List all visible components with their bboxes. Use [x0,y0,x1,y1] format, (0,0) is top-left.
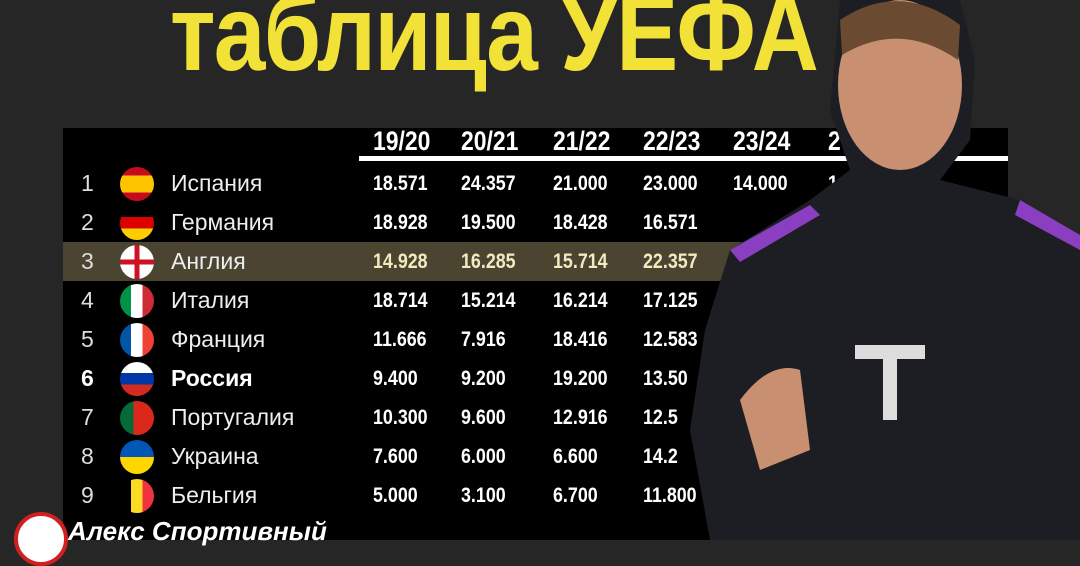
coefficient-value: 15.714 [553,250,608,273]
flag-england-icon [120,245,154,279]
country-name: Германия [171,209,275,235]
season-header-cell: 2 [828,126,841,156]
rank: 5 [81,326,94,352]
coefficient-value: 18.714 [373,289,428,312]
player-photo [690,0,1080,540]
flag-portugal-icon [120,401,154,435]
coefficient-value: 17.125 [643,289,698,312]
coefficient-value: 15.214 [461,289,516,312]
page-title: таблица УЕФА [170,0,819,93]
season-header-cell: 23/24 [733,126,791,156]
coefficient-value: 13.50 [643,367,688,390]
season-header-cell: 22/23 [643,126,701,156]
rank: 3 [81,248,94,274]
country-name: Россия [171,365,253,391]
flag-germany-icon [120,206,154,240]
coefficient-value: 12.916 [553,406,608,429]
coefficient-value: 14.928 [373,250,428,273]
flag-italy-icon [120,284,154,318]
coefficient-value: 23.000 [643,172,698,195]
flag-russia-icon [120,362,154,396]
rank: 9 [81,482,94,508]
coefficient-value: 16.214 [553,289,608,312]
coefficient-value: 12.583 [643,328,698,351]
coefficient-value: 18.416 [553,328,608,351]
coefficient-value: 6.600 [553,445,598,468]
country-name: Италия [171,287,250,313]
coefficient-value: 19.200 [553,367,608,390]
rank: 8 [81,443,94,469]
country-name: Франция [171,326,266,352]
rank: 1 [81,170,94,196]
flag-belgium-icon [120,479,154,513]
coefficient-value: 9.600 [461,406,506,429]
coefficient-value: 14.000 [733,172,788,195]
coefficient-value: 6.700 [553,484,598,507]
coefficient-value: 14.2 [643,445,678,468]
table-row: 8 Украина 7.600 6.000 6.600 14.2 [63,437,1008,476]
country-name: Испания [171,170,263,196]
season-header-cell: 20/21 [461,126,519,156]
season-header-cell: 19/20 [373,126,431,156]
coefficient-value: 18.928 [373,211,428,234]
coefficient-value: 12.5 [643,406,678,429]
coefficient-value: 6.000 [461,445,506,468]
flag-spain-icon [120,167,154,201]
coefficient-value: 11.800 [643,484,697,507]
coefficient-value: 3.100 [461,484,506,507]
coefficient-value: 9.400 [373,367,418,390]
coefficient-value: 7.600 [373,445,418,468]
coefficient-value: 21.000 [553,172,608,195]
country-name: Украина [171,443,259,469]
table-row: 7 Португалия 10.300 9.600 12.916 12.5 [63,398,1008,437]
coefficient-value: 9.200 [461,367,506,390]
table-row: 5 Франция 11.666 7.916 18.416 12.583 [63,320,1008,359]
rank: 6 [81,365,94,391]
coefficient-value: 16.571 [643,211,698,234]
country-name: Бельгия [171,482,258,508]
season-header: 19/20 20/21 21/22 22/23 23/24 2 [359,126,1008,161]
coefficient-value: 22.357 [643,250,698,273]
coefficient-value: 18.571 [373,172,428,195]
rank: 4 [81,287,94,313]
coefficient-value: 5.000 [373,484,418,507]
coefficient-value: 10.300 [373,406,428,429]
coefficient-value: 24.357 [461,172,516,195]
table-row: 6 Россия 9.400 9.200 19.200 13.50 [63,359,1008,398]
brand-name: Алекс Спортивный [68,516,327,546]
coefficient-value: 16.285 [461,250,516,273]
coefficient-value: 19.500 [461,211,516,234]
flag-france-icon [120,323,154,357]
table-row: 4 Италия 18.714 15.214 16.214 17.125 [63,281,1008,320]
rank: 7 [81,404,94,430]
flag-ukraine-icon [120,440,154,474]
coefficient-value: 18.428 [553,211,608,234]
brand-logo [14,512,68,566]
coefficient-value: 11.666 [373,328,427,351]
country-name: Португалия [171,404,295,430]
coefficient-value: 7.916 [461,328,506,351]
country-name: Англия [171,248,246,274]
season-header-cell: 21/22 [553,126,611,156]
rank: 2 [81,209,94,235]
table-row: 2 Германия 18.928 19.500 18.428 16.571 [63,203,1008,242]
